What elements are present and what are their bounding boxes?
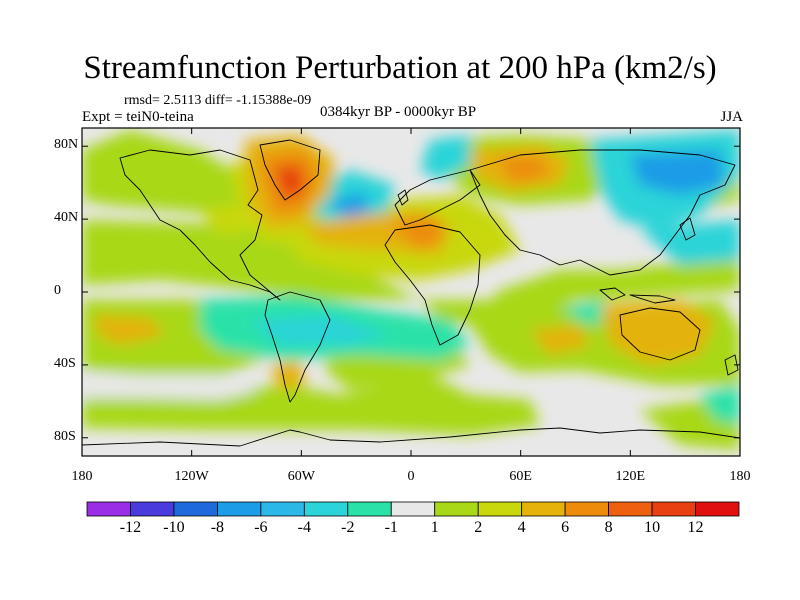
positive-field-siberia-max (495, 156, 550, 183)
colorbar-level-label: -4 (297, 519, 311, 536)
negative-field-north-east-core (630, 150, 725, 195)
lat-tick-label: 80S (54, 428, 76, 444)
lat-tick-label: 40S (54, 355, 76, 371)
experiment-label: Expt = teiN0-teina (82, 109, 194, 125)
coastline-antarctica (82, 427, 740, 447)
coastline-north-america (119, 149, 281, 301)
coastline-australia (619, 307, 701, 361)
colorbar-swatch (390, 501, 436, 517)
lon-tick-label: 120E (615, 469, 646, 484)
colorbar-swatch (608, 501, 653, 517)
colorbar (86, 501, 740, 517)
colorbar-swatch (477, 501, 523, 517)
contour-fields (82, 130, 740, 450)
colorbar-level-label: 6 (561, 519, 570, 536)
colorbar-level-label: 4 (517, 519, 526, 536)
colorbar-swatch (651, 501, 696, 517)
colorbar-swatch (434, 501, 479, 517)
colorbar-level-label: 1 (430, 519, 439, 536)
positive-field-north-pacific (82, 130, 250, 215)
season-label: JJA (720, 109, 743, 125)
lon-tick-label: 120W (174, 469, 209, 484)
colorbar-swatch (564, 501, 610, 517)
negative-field-south-east (700, 385, 740, 425)
positive-field-indian-core (530, 325, 590, 355)
colorbar-swatch (173, 501, 218, 517)
negative-field-north-africa (420, 135, 470, 180)
lon-tick-label: 180 (71, 469, 93, 484)
coastline-japan (679, 217, 696, 241)
coastline-south-america (264, 291, 331, 403)
colorbar-swatch (521, 501, 566, 517)
coastline-new-zealand (724, 354, 739, 376)
coastline-greenland (259, 139, 321, 201)
colorbar-level-label: 2 (474, 519, 483, 536)
colorbar-level-label: -6 (254, 519, 268, 536)
positive-field-hudson (200, 205, 250, 235)
rmsd-diff-text: rmsd= 2.5113 diff= -1.15388e-09 (124, 93, 312, 108)
positive-field-tropics (82, 220, 740, 325)
coastline-uk (397, 189, 409, 206)
colorbar-swatch (303, 501, 349, 517)
lat-tick-label: 40N (54, 210, 79, 226)
lat-tick-label: 0 (54, 283, 61, 298)
lon-tick-label: 60E (509, 469, 532, 484)
colorbar-level-label: 8 (604, 519, 613, 536)
negative-field-tropical-atlantic-core (250, 315, 390, 345)
positive-field-australia (600, 300, 715, 365)
colorbar-level-label: -10 (163, 519, 185, 536)
colorbar-level-label: 12 (687, 519, 704, 536)
lon-tick-label: 180 (729, 469, 751, 484)
coastline-asia (469, 149, 736, 276)
coastline-europe (394, 169, 481, 226)
lon-tick-label: 60W (287, 469, 315, 484)
negative-field-north-atlantic-core (330, 193, 370, 220)
colorbar-swatch (86, 501, 131, 517)
coastlines (82, 139, 740, 447)
colorbar-swatch (260, 501, 305, 517)
colorbar-swatch (130, 501, 175, 517)
colorbar-level-label: -2 (341, 519, 355, 536)
plot-title: Streamfunction Perturbation at 200 hPa (… (83, 50, 717, 86)
colorbar-swatch (216, 501, 262, 517)
period-label: 0384kyr BP - 0000kyr BP (320, 104, 477, 120)
colorbar-level-label: -1 (384, 519, 398, 536)
colorbar-level-label: -12 (119, 519, 142, 536)
colorbar-level-label: 10 (644, 519, 661, 536)
negative-field-south-pacific (82, 375, 260, 400)
colorbar-swatch (695, 501, 740, 517)
coastline-africa (384, 224, 481, 346)
lon-tick-label: 0 (407, 469, 415, 484)
axis-ticks (81, 128, 741, 456)
negative-field-north-pacific (640, 220, 740, 265)
positive-field-arabia (390, 215, 450, 250)
coastline-indonesia (599, 287, 676, 304)
positive-field-south-pacific-core (95, 315, 165, 345)
positive-field-south-africa (270, 360, 305, 390)
colorbar-swatch (347, 501, 392, 517)
colorbar-level-label: -8 (210, 519, 225, 536)
lat-tick-label: 80N (54, 137, 79, 153)
